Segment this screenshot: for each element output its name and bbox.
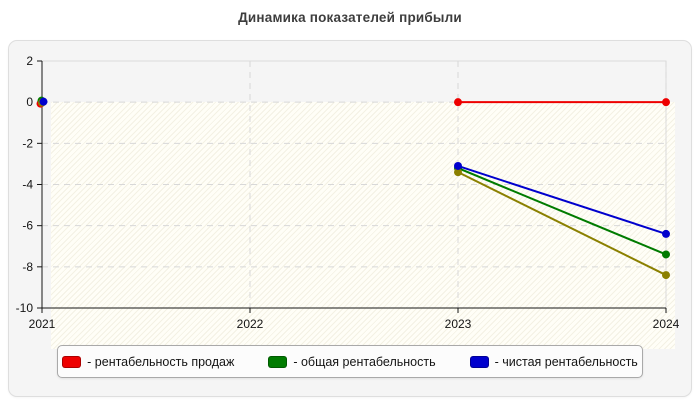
y-tick-label: 0 bbox=[26, 95, 33, 109]
legend-item-net-profitability: - чистая рентабельность bbox=[469, 354, 638, 369]
series-line-1 bbox=[457, 167, 667, 256]
legend: - рентабельность продаж - общая рентабел… bbox=[57, 345, 643, 378]
x-tick-label: 2022 bbox=[237, 317, 264, 331]
y-tick-label: -10 bbox=[16, 301, 34, 315]
x-tick-label: 2023 bbox=[445, 317, 472, 331]
data-point bbox=[454, 168, 462, 177]
y-tick-label: -4 bbox=[22, 178, 33, 192]
data-point bbox=[454, 161, 462, 170]
data-point bbox=[39, 97, 48, 106]
legend-label: - общая рентабельность bbox=[293, 354, 436, 369]
legend-swatch-blue bbox=[469, 355, 489, 368]
x-tick-label: 2021 bbox=[29, 317, 56, 331]
data-point bbox=[662, 250, 670, 259]
y-tick-label: -2 bbox=[22, 136, 33, 150]
legend-item-overall-profitability: - общая рентабельность bbox=[268, 354, 436, 369]
data-point bbox=[662, 98, 670, 107]
legend-swatch-green bbox=[268, 355, 288, 368]
legend-label: - чистая рентабельность bbox=[494, 354, 638, 369]
data-point bbox=[662, 271, 670, 280]
chart-title: Динамика показателей прибыли bbox=[238, 10, 462, 25]
data-point bbox=[454, 98, 462, 107]
x-tick-label: 2024 bbox=[653, 317, 680, 331]
legend-item-sales-profitability: - рентабельность продаж bbox=[62, 355, 234, 369]
legend-label: - рентабельность продаж bbox=[87, 354, 235, 369]
y-tick-label: -8 bbox=[22, 260, 33, 274]
y-tick-label: -6 bbox=[22, 219, 33, 233]
data-point bbox=[662, 229, 670, 238]
legend-swatch-red bbox=[62, 355, 82, 368]
series-line-2 bbox=[457, 171, 667, 276]
y-tick-label: 2 bbox=[26, 54, 33, 68]
series-line-3 bbox=[457, 165, 667, 235]
